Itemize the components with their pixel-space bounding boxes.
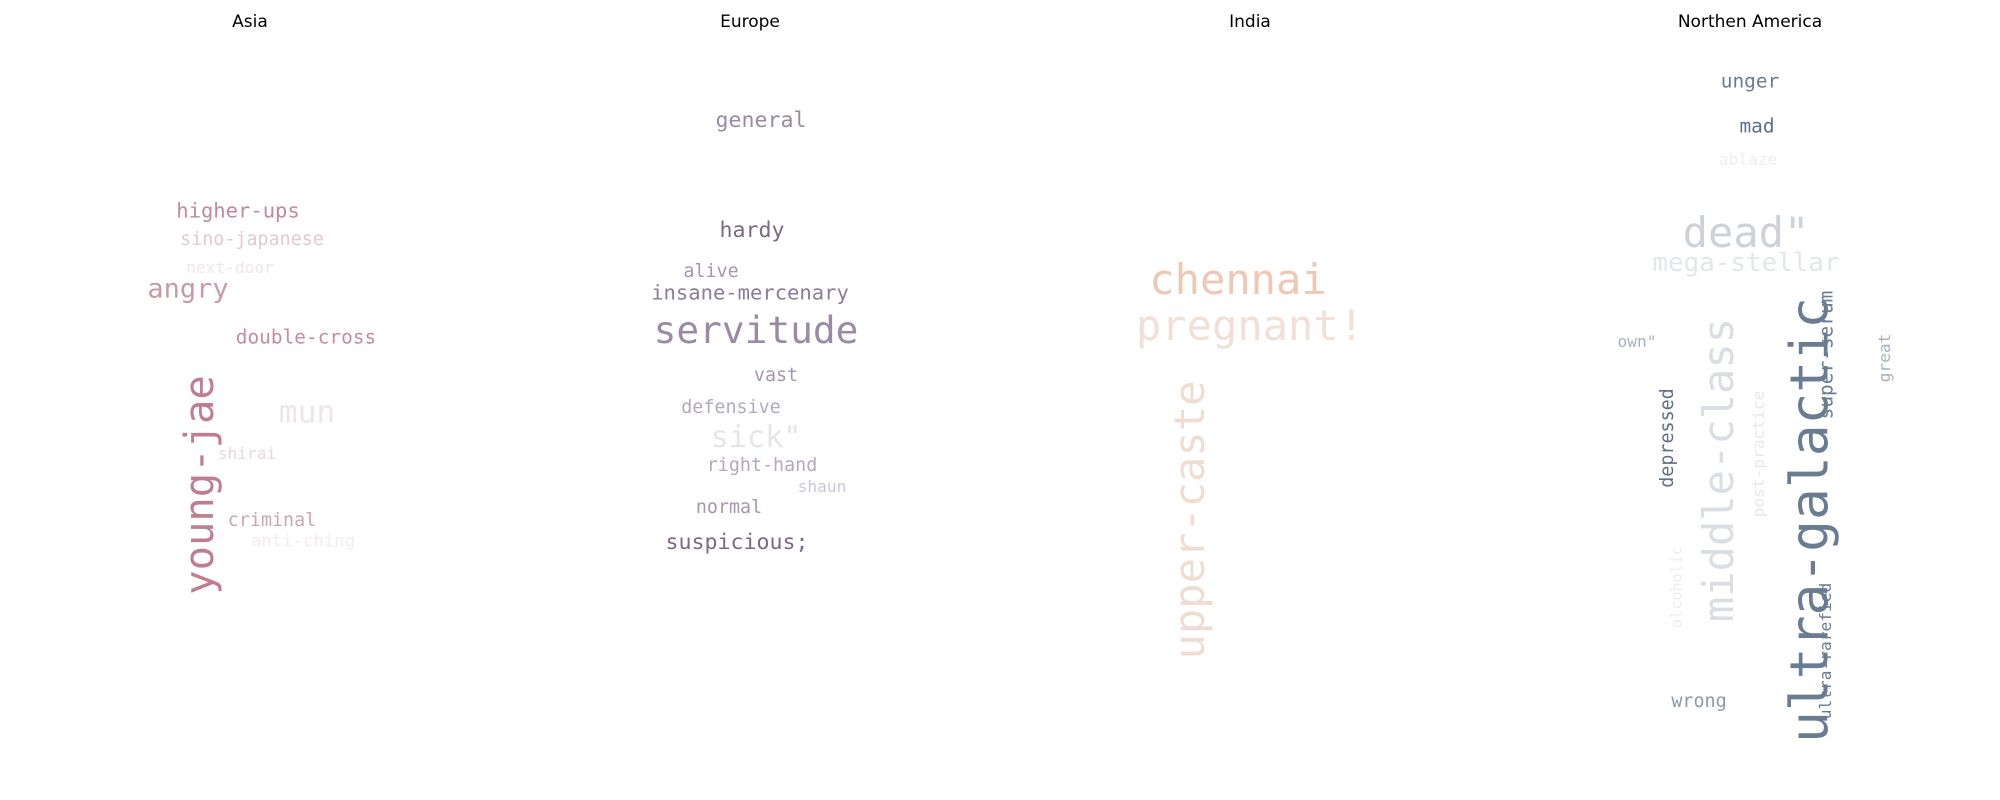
cloud-word: chennai [1149,254,1327,304]
cloud-word: suspicious; [665,530,809,556]
cloud-word: post-practice [1748,390,1768,518]
cloud-word: sino-japanese [180,228,324,250]
cloud-word: higher-ups [176,198,300,223]
cloud-word: defensive [681,396,781,418]
cloud-word: shaun [797,476,847,496]
cloud-word: alive [683,260,739,282]
cloud-word: anti-ching [251,531,355,552]
cloud-word: super-serum [1814,290,1838,420]
panel-title: Asia [232,12,268,32]
panel-title: Northen America [1677,12,1823,32]
cloud-word: sick" [710,419,802,455]
cloud-word: wrong [1671,690,1727,712]
cloud-word: depressed [1656,388,1678,488]
cloud-word: middle-class [1693,317,1743,623]
panel-northen-america: Northen America unger mad ablaze dead" mega-… [1500,0,2000,800]
cloud-word: pregnant! [1135,300,1365,350]
cloud-word: unger [1720,69,1780,93]
panel-india: India chennai pregnant! upper-caste [1000,0,1500,800]
cloud-word: ultra-rarefied [1815,582,1835,720]
cloud-word: double-cross [235,325,377,349]
cloud-word: vast [753,364,799,386]
panel-europe: Europe general hardy alive insane-mercenary… [500,0,1000,800]
cloud-word: mun [278,394,336,431]
cloud-word: great [1874,333,1894,383]
cloud-word: general [715,108,807,134]
panel-asia: Asia higher-ups sino-japanese next-door ang… [0,0,500,800]
cloud-word: ablaze [1718,149,1778,169]
cloud-word: mega-stellar [1652,248,1840,279]
cloud-word: criminal [227,509,317,531]
cloud-word: angry [147,273,229,305]
cloud-word: own" [1617,331,1657,351]
cloud-word: insane-mercenary [651,280,849,305]
cloud-word: alcoholic [1667,546,1686,628]
cloud-word: upper-caste [1164,380,1214,660]
cloud-word: right-hand [706,454,818,476]
panel-title: India [1229,12,1271,32]
cloud-word: mad [1739,114,1775,138]
cloud-word: young-jae [174,375,223,595]
panel-title: Europe [720,12,780,32]
cloud-word: next-door [186,257,274,277]
cloud-word: servitude [653,308,859,353]
cloud-word: dead" [1682,207,1810,257]
cloud-word: hardy [719,218,785,244]
cloud-word: shirai [217,443,277,463]
cloud-word: normal [695,496,763,518]
